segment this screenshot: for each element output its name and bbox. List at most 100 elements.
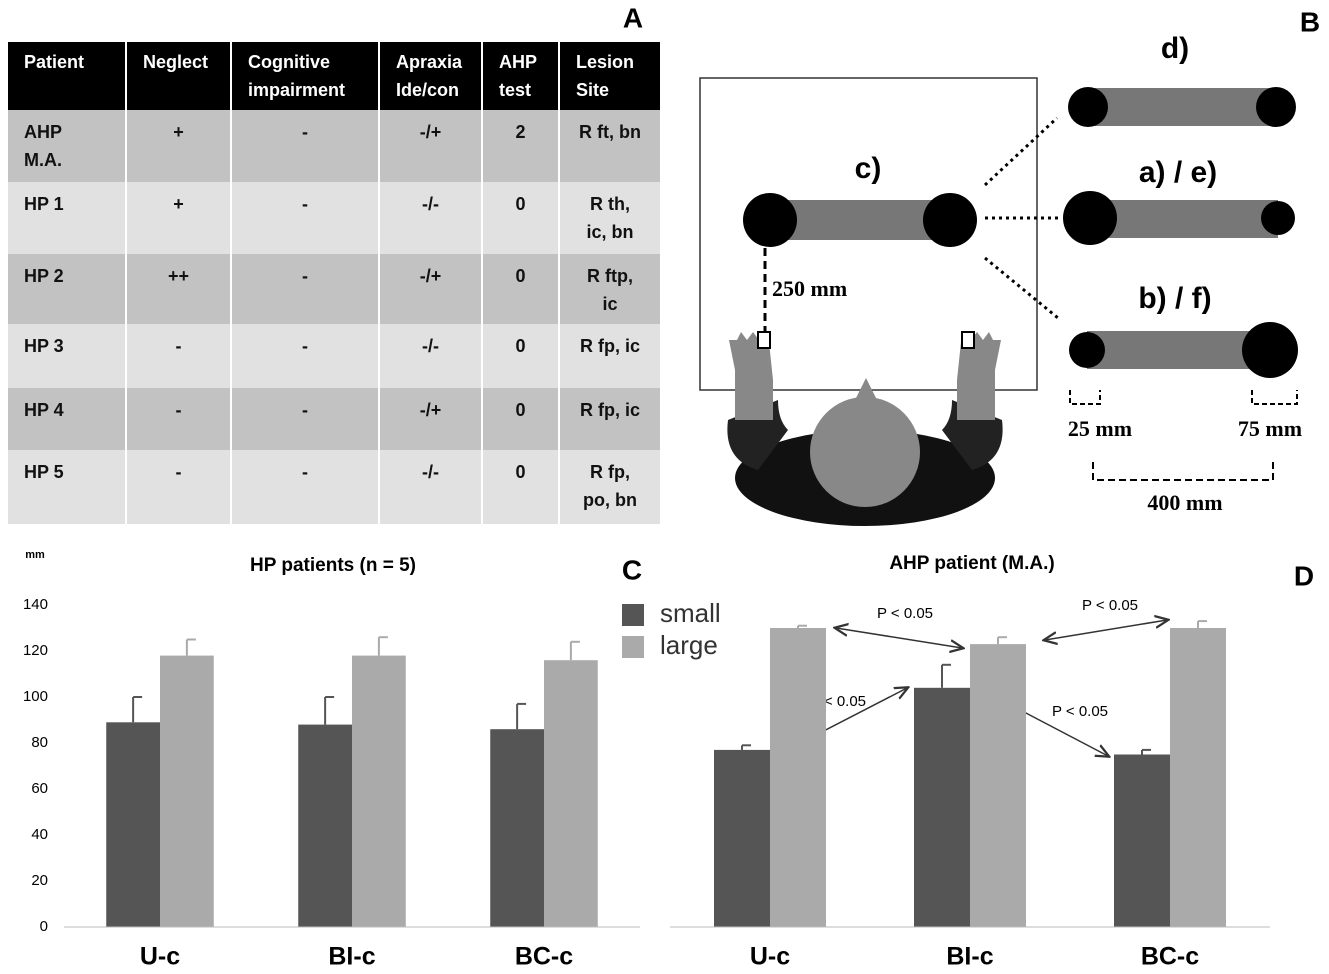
measure-label: 400 mm — [1147, 490, 1222, 515]
y-tick-label: 40 — [31, 826, 48, 843]
y-unit: mm — [25, 549, 45, 561]
y-tick-label: 60 — [31, 780, 48, 797]
table-cell: 0 — [483, 254, 560, 324]
table-cell: -/+ — [380, 388, 483, 450]
chart-title: AHP patient (M.A.) — [889, 553, 1054, 574]
table-cell: -/+ — [380, 110, 483, 182]
cell-line: impairment — [248, 76, 372, 104]
cell-line: AHP — [24, 118, 119, 146]
cell-line: - — [238, 332, 372, 360]
table-cell: + — [127, 110, 232, 182]
cell-line: -/- — [386, 458, 475, 486]
cell-line: po, bn — [566, 486, 654, 514]
table-cell: HP 3 — [8, 324, 127, 388]
knob — [923, 193, 977, 247]
diagram-label: d) — [1161, 32, 1189, 65]
bar — [160, 656, 214, 927]
table-cell: - — [232, 388, 380, 450]
cell-line: R ftp, — [566, 262, 654, 290]
table-cell: HP 2 — [8, 254, 127, 324]
table-cell: - — [232, 450, 380, 524]
diagram-label: a) / e) — [1139, 156, 1217, 189]
cell-line: HP 5 — [24, 458, 119, 486]
bar — [490, 729, 544, 927]
bar — [1170, 628, 1226, 927]
cell-line: - — [238, 262, 372, 290]
bracket — [1093, 462, 1273, 480]
cell-line: -/- — [386, 332, 475, 360]
table-cell: R ft, bn — [560, 110, 662, 182]
arrow — [1045, 620, 1167, 640]
bar — [298, 725, 352, 927]
cell-line: ++ — [133, 262, 224, 290]
knob — [1068, 87, 1108, 127]
y-tick-label: 20 — [31, 872, 48, 889]
cell-line: - — [238, 458, 372, 486]
x-tick-label: U-c — [140, 943, 180, 971]
y-tick-label: 80 — [31, 734, 48, 751]
cell-line: Lesion — [576, 48, 654, 76]
measure-label: 75 mm — [1238, 416, 1302, 441]
cell-line: -/+ — [386, 262, 475, 290]
cell-line: - — [238, 118, 372, 146]
cell-line: Apraxia — [396, 48, 475, 76]
table-row: AHPM.A.+--/+2R ft, bn — [8, 110, 662, 182]
table-cell: R fp, ic — [560, 324, 662, 388]
bar — [106, 722, 160, 927]
x-tick-label: BC-c — [515, 943, 573, 971]
y-tick-label: 0 — [40, 918, 48, 935]
cell-line: Ide/con — [396, 76, 475, 104]
bar — [352, 656, 406, 927]
table-cell: - — [232, 324, 380, 388]
figure: A B C D c) 250 mm d) a) / e) b) / f) 25 … — [0, 0, 1329, 974]
knob — [743, 193, 797, 247]
cell-line: HP 1 — [24, 190, 119, 218]
table-cell: HP 5 — [8, 450, 127, 524]
start-marker — [962, 332, 974, 348]
chart-title: HP patients (n = 5) — [250, 555, 416, 576]
table-cell: + — [127, 182, 232, 254]
cell-line: - — [238, 396, 372, 424]
annotation: P < 0.05 — [1082, 597, 1138, 614]
annotation: P < 0.05 — [877, 605, 933, 622]
table-cell: -/- — [380, 182, 483, 254]
nose — [855, 378, 877, 400]
table-cell: 0 — [483, 388, 560, 450]
panel-label: B — [1300, 6, 1320, 37]
arrow — [836, 628, 962, 648]
table-cell: -/- — [380, 324, 483, 388]
cell-line: 2 — [489, 118, 552, 146]
table-cell: - — [127, 324, 232, 388]
table-cell: 0 — [483, 450, 560, 524]
cell-line: 0 — [489, 262, 552, 290]
cell-line: R fp, ic — [566, 332, 654, 360]
cell-line: R th, — [566, 190, 654, 218]
diagram-label: c) — [855, 152, 882, 185]
cell-line: ic — [566, 290, 654, 318]
x-tick-label: U-c — [750, 943, 790, 971]
table-cell: R fp, ic — [560, 388, 662, 450]
cell-line: AHP — [499, 48, 552, 76]
legend-swatch — [622, 636, 644, 658]
cell-line: R fp, — [566, 458, 654, 486]
table-cell: - — [127, 450, 232, 524]
dotted-link — [985, 118, 1057, 185]
legend-swatch — [622, 604, 644, 626]
measure-label: 250 mm — [772, 276, 847, 301]
panel-label: C — [622, 554, 642, 585]
cell-line: M.A. — [24, 146, 119, 174]
table-cell: - — [232, 254, 380, 324]
bar — [1114, 755, 1170, 928]
table-cell: ++ — [127, 254, 232, 324]
knob — [1256, 87, 1296, 127]
table-row: HP 4---/+0R fp, ic — [8, 388, 662, 450]
bracket — [1070, 390, 1297, 404]
y-tick-label: 100 — [23, 688, 48, 705]
cell-line: - — [238, 190, 372, 218]
table-cell: Neglect — [127, 42, 232, 110]
cell-line: + — [133, 118, 224, 146]
